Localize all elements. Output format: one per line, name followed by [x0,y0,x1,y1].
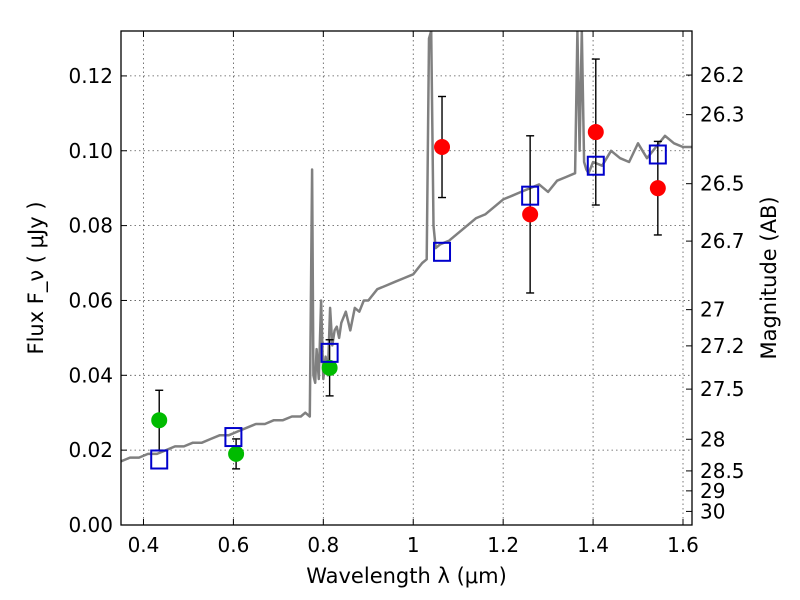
y-right-tick-label: 27.2 [700,334,745,358]
data-point-1-3 [649,180,666,197]
data-points [150,58,667,470]
x-axis-label: Wavelength λ (μm) [306,564,507,588]
data-point-0-0 [151,412,168,429]
y-tick-label: 0.06 [68,288,113,312]
y-right-tick-label: 30 [700,499,725,523]
x-tick-label: 0.4 [128,533,160,557]
x-tick-label: 1.2 [487,533,519,557]
model-point-5 [586,155,605,176]
x-tick-label: 1.4 [577,533,609,557]
y-right-tick-label: 28 [700,427,725,451]
data-point-1-2 [587,124,604,141]
model-point-3 [433,241,452,262]
y-right-tick-label: 27 [700,298,725,322]
y-right-tick-label: 26.3 [700,103,745,127]
y-tick-label: 0.08 [68,214,113,238]
y-tick-label: 0.00 [68,513,113,537]
y-right-tick-label: 28.5 [700,459,745,483]
data-point-0-1 [228,445,245,462]
y-tick-label: 0.12 [68,64,113,88]
model-point-0 [150,449,169,470]
model-spectrum [121,31,692,463]
model-point-2 [320,342,339,363]
spectrum-line [121,31,692,463]
x-tick-label: 0.6 [217,533,249,557]
y-right-tick-label: 27.5 [700,377,745,401]
data-point-1-0 [434,139,451,156]
y-axis-label: Flux F_ν ( μJy ) [24,201,49,354]
x-tick-label: 1.6 [667,533,699,557]
x-tick-label: 0.8 [307,533,339,557]
model-point-1 [224,427,243,448]
y-right-tick-label: 26.2 [700,63,745,87]
plot-frame [120,30,693,526]
y-tick-label: 0.02 [68,438,113,462]
y-axis-right-label: Magnitude (AB) [757,196,781,359]
data-point-0-2 [321,359,338,376]
axis-ticks: 0.4 0.6 0.8 1 1.2 1.4 1.6 0.00 0.02 0.04 0.06 0.08 0… [68,31,745,557]
model-point-6 [648,144,667,165]
data-point-1-1 [522,206,539,223]
x-tick-label: 1 [407,533,420,557]
y-tick-label: 0.04 [68,363,113,387]
y-right-tick-label: 29 [700,479,725,503]
y-tick-label: 0.10 [68,139,113,163]
y-right-tick-label: 26.5 [700,172,745,196]
model-point-4 [521,185,540,206]
y-right-tick-label: 26.7 [700,229,745,253]
